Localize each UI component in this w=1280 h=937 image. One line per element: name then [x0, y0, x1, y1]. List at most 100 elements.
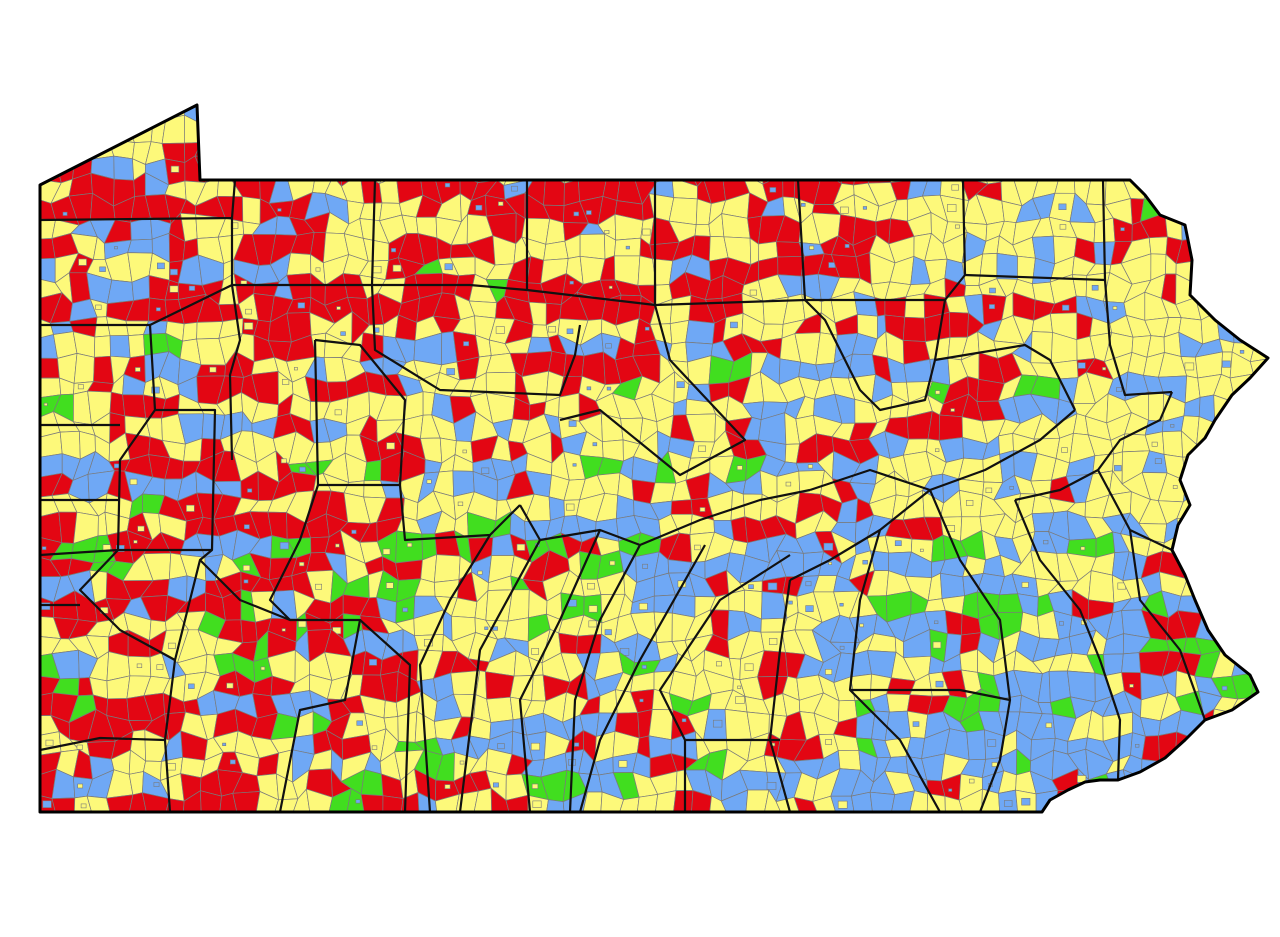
- borough-enclave: [823, 542, 834, 551]
- county-border: [768, 579, 792, 812]
- municipality-region: [473, 787, 493, 812]
- borough-enclave: [169, 285, 179, 293]
- borough-enclave: [444, 784, 451, 789]
- borough-enclave: [609, 560, 616, 566]
- municipality-region: [219, 792, 239, 812]
- borough-enclave: [516, 543, 526, 551]
- municipality-region: [745, 789, 770, 812]
- borough-enclave: [532, 800, 542, 808]
- borough-enclave: [618, 760, 628, 768]
- municipality-region: [654, 790, 677, 812]
- municipality-region: [812, 795, 837, 812]
- borough-enclave: [133, 540, 138, 544]
- borough-enclave: [62, 211, 68, 216]
- county-border: [458, 504, 542, 812]
- borough-enclave: [99, 266, 106, 272]
- municipality-region: [141, 792, 171, 812]
- county-border: [118, 408, 217, 552]
- borough-enclave: [573, 211, 579, 217]
- county-border: [933, 299, 1076, 411]
- borough-enclave: [497, 743, 505, 750]
- borough-enclave: [77, 384, 84, 390]
- borough-enclave: [244, 524, 250, 530]
- municipality-region: [777, 255, 805, 277]
- borough-enclave: [574, 742, 580, 747]
- municipality-region: [128, 334, 146, 358]
- borough-enclave: [446, 368, 455, 376]
- borough-enclave: [1021, 581, 1029, 588]
- municipality-region: [435, 793, 460, 812]
- borough-enclave: [391, 248, 396, 253]
- borough-enclave: [768, 638, 778, 645]
- county-border: [929, 409, 1076, 492]
- county-border: [268, 484, 320, 621]
- borough-enclave: [340, 331, 346, 336]
- municipality-region: [485, 671, 515, 700]
- borough-enclave: [1222, 360, 1231, 368]
- borough-enclave: [748, 584, 754, 590]
- borough-enclave: [186, 504, 195, 512]
- borough-enclave: [156, 664, 164, 670]
- borough-enclave: [1120, 227, 1125, 231]
- municipality-region: [383, 700, 399, 719]
- county-borders: [40, 179, 1207, 812]
- county-border: [568, 544, 641, 812]
- borough-enclave: [530, 742, 541, 751]
- municipality-region: [94, 335, 111, 358]
- borough-enclave: [1154, 458, 1162, 465]
- borough-enclave: [298, 620, 307, 628]
- borough-enclave: [260, 666, 266, 671]
- municipality-region: [576, 633, 602, 655]
- borough-enclave: [282, 378, 290, 385]
- borough-enclave: [987, 739, 997, 747]
- borough-enclave: [1043, 539, 1049, 545]
- borough-enclave: [156, 307, 161, 312]
- municipality-region: [291, 788, 311, 812]
- municipality-region: [543, 240, 569, 261]
- borough-enclave: [243, 322, 254, 330]
- borough-enclave: [243, 579, 249, 584]
- borough-enclave: [136, 663, 143, 669]
- county-border: [40, 218, 234, 327]
- municipality-region: [690, 790, 712, 812]
- borough-enclave: [279, 541, 289, 550]
- municipality-region: [240, 619, 258, 644]
- borough-enclave: [950, 408, 955, 412]
- county-border: [40, 324, 157, 557]
- borough-enclave: [565, 503, 575, 511]
- borough-enclave: [78, 258, 87, 266]
- borough-enclave: [935, 680, 944, 688]
- borough-enclave: [76, 744, 83, 750]
- borough-enclave: [676, 381, 685, 389]
- borough-enclave: [712, 719, 723, 728]
- borough-enclave: [605, 343, 612, 349]
- borough-enclave: [912, 721, 920, 727]
- municipality-region: [669, 294, 692, 325]
- borough-enclave: [839, 645, 845, 650]
- borough-enclave: [572, 463, 577, 467]
- borough-enclave: [588, 605, 598, 613]
- borough-enclave: [825, 739, 832, 745]
- borough-enclave: [749, 289, 757, 296]
- borough-enclave: [444, 183, 451, 188]
- borough-enclave: [355, 799, 361, 804]
- municipality-region: [685, 320, 715, 345]
- borough-enclave: [492, 782, 499, 788]
- borough-enclave: [1151, 441, 1158, 447]
- borough-enclave: [1129, 683, 1134, 688]
- state-outline: [38, 103, 1270, 814]
- municipality-region: [127, 238, 153, 254]
- borough-enclave: [402, 607, 408, 613]
- borough-enclave: [299, 561, 305, 567]
- borough-enclave: [315, 583, 322, 590]
- county-border: [928, 489, 1012, 812]
- borough-enclave: [137, 525, 145, 532]
- municipality-region: [884, 710, 911, 742]
- borough-enclave: [247, 488, 253, 493]
- borough-enclave: [41, 602, 51, 610]
- borough-enclave: [188, 285, 196, 291]
- borough-enclave: [498, 201, 504, 206]
- borough-enclave: [531, 648, 539, 655]
- borough-enclave: [511, 185, 518, 192]
